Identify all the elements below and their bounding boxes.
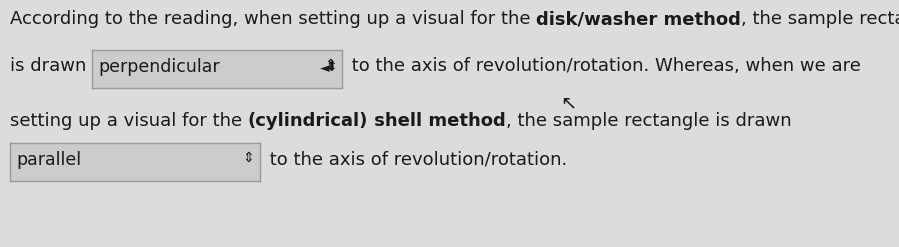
Text: shell method: shell method	[369, 112, 506, 130]
Text: ⇕: ⇕	[242, 151, 254, 165]
Text: is drawn: is drawn	[10, 57, 86, 75]
Text: to the axis of revolution/rotation. Whereas, when we are: to the axis of revolution/rotation. Wher…	[346, 57, 861, 75]
Text: According to the reading, when setting up a visual for the: According to the reading, when setting u…	[10, 10, 536, 28]
Text: ⇕: ⇕	[325, 58, 335, 72]
Text: parallel: parallel	[16, 151, 81, 169]
Text: disk/washer method: disk/washer method	[536, 10, 741, 28]
Text: , the sample rectangle: , the sample rectangle	[741, 10, 899, 28]
Text: ◄: ◄	[320, 62, 329, 76]
Text: ⬍: ⬍	[326, 60, 338, 74]
Text: ↖: ↖	[560, 93, 576, 112]
Text: to the axis of revolution/rotation.: to the axis of revolution/rotation.	[264, 150, 567, 168]
Text: perpendicular: perpendicular	[98, 58, 219, 76]
Text: (cylindrical): (cylindrical)	[248, 112, 369, 130]
Text: setting up a visual for the: setting up a visual for the	[10, 112, 248, 130]
Text: , the sample rectangle is drawn: , the sample rectangle is drawn	[506, 112, 792, 130]
